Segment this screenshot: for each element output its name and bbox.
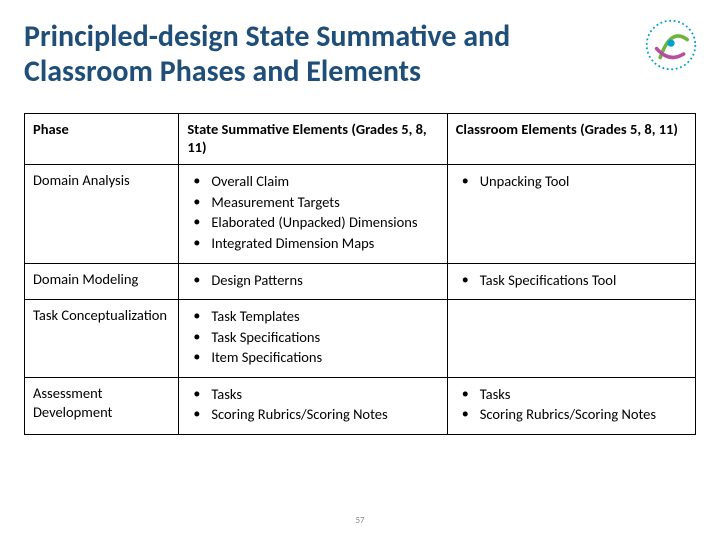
page-title: Principled-design State Summative and Cl… bbox=[24, 20, 644, 89]
bullet-list: TasksScoring Rubrics/Scoring Notes bbox=[456, 385, 687, 425]
table-row: Task ConceptualizationTask TemplatesTask… bbox=[25, 300, 696, 378]
bullet-list: Unpacking Tool bbox=[456, 172, 687, 192]
table-row: Domain AnalysisOverall ClaimMeasurement … bbox=[25, 165, 696, 263]
bullet-list: Task TemplatesTask SpecificationsItem Sp… bbox=[187, 307, 438, 368]
header-classroom: Classroom Elements (Grades 5, 8, 11) bbox=[447, 114, 695, 165]
table-row: Assessment DevelopmentTasksScoring Rubri… bbox=[25, 377, 696, 434]
bullet-item: Scoring Rubrics/Scoring Notes bbox=[187, 405, 438, 425]
header-state-summative: State Summative Elements (Grades 5, 8, 1… bbox=[179, 114, 447, 165]
phase-cell: Task Conceptualization bbox=[25, 300, 179, 378]
bullet-item: Unpacking Tool bbox=[456, 172, 687, 192]
phases-table: Phase State Summative Elements (Grades 5… bbox=[24, 113, 696, 435]
state-summative-cell: TasksScoring Rubrics/Scoring Notes bbox=[179, 377, 447, 434]
bullet-item: Task Templates bbox=[187, 307, 438, 327]
bullet-list: TasksScoring Rubrics/Scoring Notes bbox=[187, 385, 438, 425]
bullet-list: Task Specifications Tool bbox=[456, 271, 687, 291]
classroom-cell: Unpacking Tool bbox=[447, 165, 695, 263]
classroom-cell: Task Specifications Tool bbox=[447, 263, 695, 300]
phase-cell: Assessment Development bbox=[25, 377, 179, 434]
bullet-item: Elaborated (Unpacked) Dimensions bbox=[187, 213, 438, 233]
bullet-item: Task Specifications bbox=[187, 328, 438, 348]
bullet-item: Tasks bbox=[456, 385, 687, 405]
bullet-item: Design Patterns bbox=[187, 271, 438, 291]
bullet-item: Measurement Targets bbox=[187, 193, 438, 213]
header-phase: Phase bbox=[25, 114, 179, 165]
bullet-item: Overall Claim bbox=[187, 172, 438, 192]
phase-cell: Domain Modeling bbox=[25, 263, 179, 300]
logo-icon bbox=[644, 18, 698, 72]
bullet-list: Design Patterns bbox=[187, 271, 438, 291]
bullet-item: Integrated Dimension Maps bbox=[187, 234, 438, 254]
state-summative-cell: Overall ClaimMeasurement TargetsElaborat… bbox=[179, 165, 447, 263]
page-number: 57 bbox=[0, 515, 720, 526]
bullet-item: Scoring Rubrics/Scoring Notes bbox=[456, 405, 687, 425]
classroom-cell bbox=[447, 300, 695, 378]
bullet-item: Task Specifications Tool bbox=[456, 271, 687, 291]
state-summative-cell: Task TemplatesTask SpecificationsItem Sp… bbox=[179, 300, 447, 378]
classroom-cell: TasksScoring Rubrics/Scoring Notes bbox=[447, 377, 695, 434]
table-header-row: Phase State Summative Elements (Grades 5… bbox=[25, 114, 696, 165]
phase-cell: Domain Analysis bbox=[25, 165, 179, 263]
bullet-item: Tasks bbox=[187, 385, 438, 405]
state-summative-cell: Design Patterns bbox=[179, 263, 447, 300]
bullet-item: Item Specifications bbox=[187, 348, 438, 368]
bullet-list: Overall ClaimMeasurement TargetsElaborat… bbox=[187, 172, 438, 253]
table-row: Domain Modeling Design Patterns Task Speci… bbox=[25, 263, 696, 300]
